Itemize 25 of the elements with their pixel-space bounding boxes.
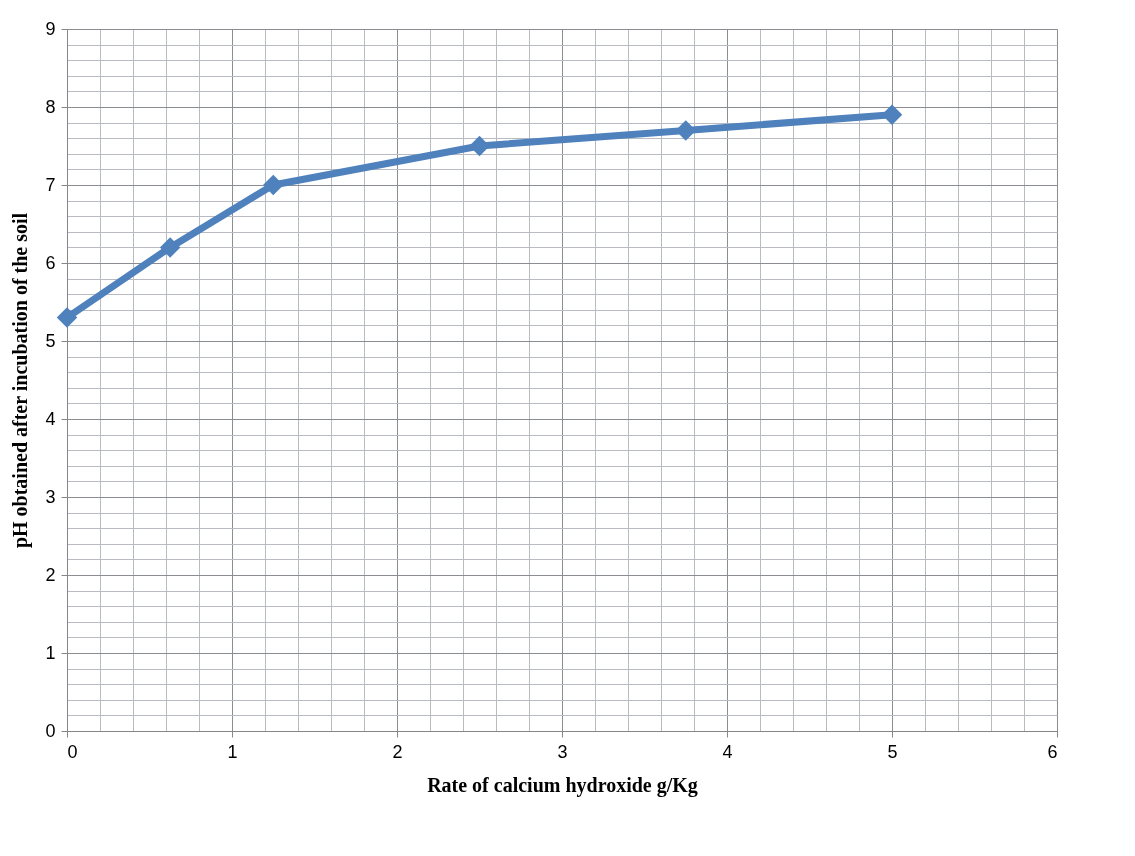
- x-tick-label: 0: [67, 741, 78, 762]
- y-tick-label: 4: [45, 408, 56, 429]
- y-tick-label: 3: [45, 486, 56, 507]
- point: [881, 104, 903, 126]
- y-tick-label: 9: [45, 18, 56, 39]
- y-tick-label: 2: [45, 564, 56, 585]
- x-axis-title: Rate of calcium hydroxide g/Kg: [427, 773, 698, 797]
- y-tick-label: 6: [45, 252, 56, 273]
- x-tick-label: 6: [1047, 741, 1058, 762]
- y-axis-title: pH obtained after incubation of the soil: [9, 212, 33, 549]
- y-tick-label: 7: [45, 174, 56, 195]
- x-tick-label: 2: [392, 741, 403, 762]
- point: [263, 174, 284, 196]
- y-tick-label: 5: [45, 330, 56, 351]
- y-tick-label: 0: [45, 720, 56, 741]
- x-tick-label: 3: [557, 741, 568, 762]
- x-tick-label: 5: [887, 741, 898, 762]
- y-tick-label: 1: [45, 642, 56, 663]
- point: [469, 135, 490, 157]
- y-tick-label: 8: [45, 96, 56, 117]
- point: [159, 237, 181, 258]
- point: [675, 120, 696, 141]
- x-tick-label: 1: [227, 741, 238, 762]
- x-tick-label: 4: [722, 741, 733, 762]
- point: [56, 307, 78, 328]
